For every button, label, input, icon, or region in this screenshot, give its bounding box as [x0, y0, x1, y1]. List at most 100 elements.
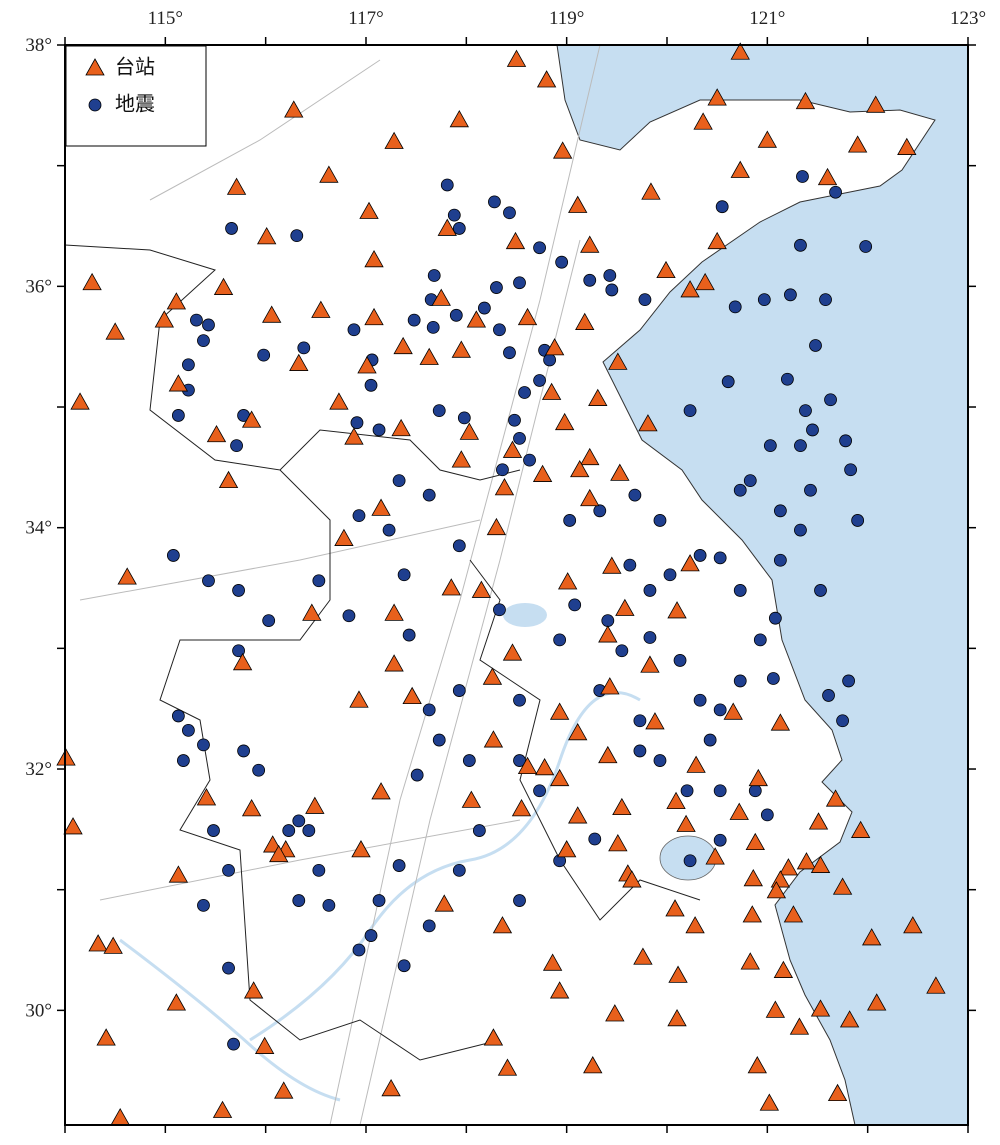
- station: [817, 167, 838, 186]
- station: [748, 768, 768, 787]
- earthquake: [513, 431, 526, 445]
- station: [105, 322, 125, 340]
- station: [633, 947, 653, 965]
- faults: [79, 45, 601, 1125]
- station: [765, 1000, 786, 1018]
- river: [119, 938, 341, 1102]
- earthquake: [457, 411, 471, 425]
- station: [269, 844, 289, 863]
- station: [274, 1081, 294, 1099]
- station: [825, 789, 846, 807]
- earthquake: [513, 276, 526, 290]
- y-tick-label: 38°: [25, 35, 52, 56]
- earthquake: [292, 814, 306, 828]
- earthquake: [601, 614, 615, 627]
- earthquake: [859, 240, 873, 253]
- station: [226, 177, 247, 195]
- station: [393, 336, 413, 355]
- station: [680, 554, 700, 572]
- station: [588, 388, 608, 406]
- earthquake: [543, 353, 557, 367]
- station: [641, 182, 661, 200]
- station: [349, 690, 369, 708]
- earthquake: [222, 961, 235, 975]
- station: [241, 410, 262, 428]
- earthquake: [643, 584, 657, 597]
- earthquake: [352, 943, 366, 957]
- earthquake: [844, 463, 858, 477]
- station: [773, 960, 794, 978]
- station: [742, 905, 762, 923]
- earthquake: [728, 300, 742, 314]
- earthquake: [312, 863, 326, 877]
- station: [384, 654, 404, 672]
- station: [598, 625, 618, 643]
- earthquake: [347, 323, 361, 337]
- station: [615, 598, 635, 616]
- station: [608, 834, 628, 852]
- earthquake: [663, 568, 677, 582]
- earthquake: [422, 488, 436, 502]
- station: [196, 788, 217, 806]
- earthquake: [496, 463, 509, 477]
- station: [730, 42, 750, 60]
- x-tick-label: 121°: [749, 8, 785, 29]
- station: [866, 95, 886, 113]
- station: [612, 797, 632, 816]
- earthquake: [794, 439, 807, 453]
- earthquake: [222, 863, 235, 877]
- earthquake: [814, 584, 827, 597]
- station: [305, 796, 325, 814]
- station: [483, 730, 504, 748]
- station: [656, 260, 676, 279]
- station: [847, 135, 868, 153]
- station: [747, 1056, 767, 1074]
- station: [810, 999, 831, 1017]
- station: [302, 603, 322, 621]
- y-tick-label: 30°: [25, 1000, 52, 1021]
- station: [441, 578, 461, 596]
- earthquake: [402, 628, 416, 642]
- earthquake: [202, 574, 215, 588]
- station: [511, 799, 532, 817]
- earthquake: [493, 603, 506, 617]
- earthquake: [513, 693, 526, 707]
- y-tick-label: 32°: [25, 759, 52, 780]
- axes: 115° 117° 119° 121° 123° 30° 32° 34° 36° 38°: [25, 8, 986, 1133]
- station: [552, 141, 573, 159]
- earthquake: [227, 1037, 240, 1051]
- earthquake: [171, 709, 185, 723]
- earthquake: [232, 644, 245, 658]
- station: [759, 1093, 780, 1111]
- station: [580, 235, 600, 253]
- earthquake: [555, 255, 569, 269]
- station: [897, 137, 917, 155]
- earthquake: [392, 474, 406, 488]
- earthquake: [312, 574, 326, 588]
- earthquake: [693, 693, 707, 707]
- station: [580, 488, 600, 507]
- earthquake: [182, 724, 195, 737]
- station: [536, 70, 557, 88]
- station: [541, 382, 562, 400]
- station: [766, 881, 787, 899]
- earthquake: [397, 568, 411, 582]
- earthquake: [563, 514, 577, 527]
- station: [608, 352, 628, 370]
- station: [166, 292, 187, 310]
- station: [729, 802, 749, 820]
- earthquake: [372, 894, 386, 907]
- earthquake: [628, 488, 642, 502]
- earthquake: [503, 346, 516, 360]
- earthquake: [382, 523, 396, 537]
- station: [796, 852, 817, 870]
- earthquake: [449, 308, 463, 322]
- station: [740, 952, 760, 970]
- station: [117, 567, 137, 585]
- earthquake: [713, 833, 727, 847]
- earthquake: [364, 378, 378, 392]
- frame: [64, 44, 969, 1126]
- station: [254, 1036, 275, 1054]
- station: [693, 112, 713, 130]
- legend-box: [65, 45, 207, 147]
